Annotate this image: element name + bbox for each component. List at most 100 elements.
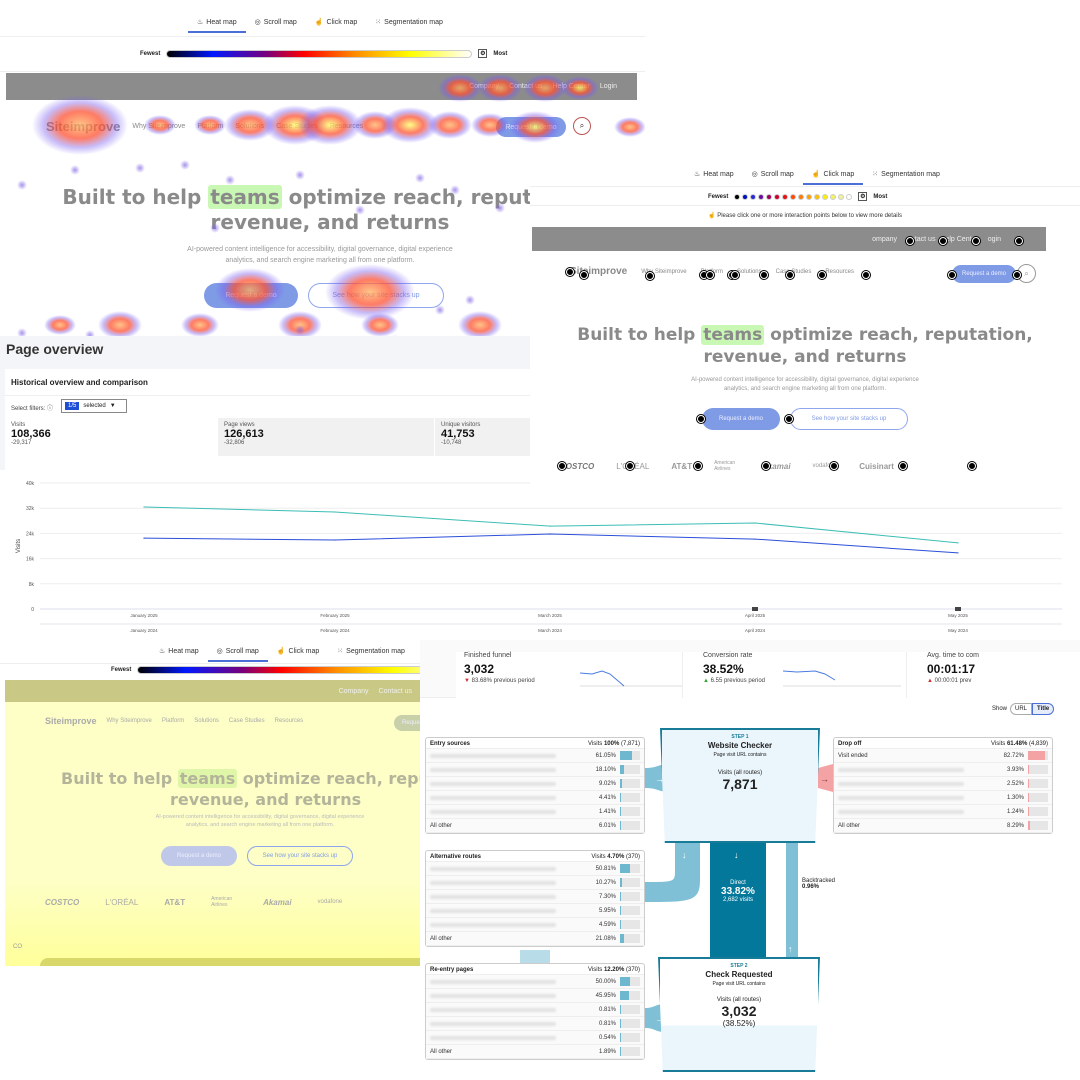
site-logo[interactable]: Siteimprove bbox=[46, 119, 121, 134]
nav-item[interactable]: Solutions bbox=[194, 718, 219, 724]
click-point[interactable] bbox=[626, 462, 634, 470]
topbar-contact[interactable]: Contact us bbox=[509, 83, 543, 90]
list-item[interactable]: All other 8.29% bbox=[834, 819, 1052, 833]
nav-item[interactable]: Platform bbox=[197, 123, 224, 130]
click-point[interactable] bbox=[762, 462, 770, 470]
click-point[interactable] bbox=[694, 462, 702, 470]
list-item[interactable]: 10.27% bbox=[426, 876, 644, 890]
list-item[interactable]: 4.41% bbox=[426, 791, 644, 805]
list-item[interactable]: 0.81% bbox=[426, 1003, 644, 1017]
click-point[interactable] bbox=[697, 415, 705, 423]
list-item[interactable]: 1.30% bbox=[834, 791, 1052, 805]
click-point[interactable] bbox=[646, 272, 654, 280]
click-point[interactable] bbox=[1013, 271, 1021, 279]
list-item[interactable]: 50.81% bbox=[426, 862, 644, 876]
list-item[interactable]: 4.59% bbox=[426, 918, 644, 932]
tab-click-map[interactable]: ☝ Click map bbox=[268, 640, 328, 662]
list-item[interactable]: 0.81% bbox=[426, 1017, 644, 1031]
request-demo-button[interactable]: Request a demo bbox=[204, 283, 298, 308]
nav-request-demo[interactable]: Request a demo bbox=[496, 117, 566, 137]
list-item[interactable]: 5.95% bbox=[426, 904, 644, 918]
gear-icon[interactable]: ⚙ bbox=[478, 49, 488, 58]
nav-item[interactable]: Resources bbox=[329, 123, 364, 130]
nav-request-demo[interactable]: Request a demo bbox=[952, 265, 1016, 283]
tab-scroll-map[interactable]: ◎ Scroll map bbox=[207, 640, 269, 662]
nav-item[interactable]: Case Studies bbox=[276, 123, 318, 130]
topbar-help[interactable]: elp Center bbox=[945, 235, 978, 243]
nav-item[interactable]: Why Siteimprove bbox=[641, 268, 687, 275]
site-logo[interactable]: Siteimprove bbox=[45, 716, 97, 726]
tab-scroll-map[interactable]: ◎ Scroll map bbox=[246, 11, 306, 33]
click-point[interactable] bbox=[968, 462, 976, 470]
click-point[interactable] bbox=[830, 462, 838, 470]
click-point[interactable] bbox=[972, 237, 980, 245]
nav-item[interactable]: Case Studies bbox=[228, 718, 265, 724]
metric-page-views[interactable]: Page views 126,613 -32,806 bbox=[218, 418, 434, 456]
click-point[interactable] bbox=[580, 271, 588, 279]
nav-item[interactable]: Why Siteimprove bbox=[106, 718, 152, 724]
list-item[interactable]: 2.52% bbox=[834, 777, 1052, 791]
click-point[interactable] bbox=[906, 237, 914, 245]
list-item[interactable]: 45.95% bbox=[426, 989, 644, 1003]
see-stacks-button[interactable]: See how your site stacks up bbox=[308, 283, 444, 308]
show-url-option[interactable]: URL bbox=[1010, 703, 1033, 715]
topbar-help[interactable]: Help Center bbox=[552, 83, 590, 90]
topbar-company[interactable]: Company bbox=[338, 687, 369, 695]
list-item[interactable]: 1.24% bbox=[834, 805, 1052, 819]
nav-item[interactable]: Case Studies bbox=[775, 268, 812, 275]
list-item[interactable]: 0.54% bbox=[426, 1031, 644, 1045]
nav-item[interactable]: Resources bbox=[274, 718, 304, 724]
tab-scroll-map[interactable]: ◎ Scroll map bbox=[743, 163, 803, 185]
gear-icon[interactable]: ⚙ bbox=[858, 192, 868, 201]
nav-item[interactable]: Solutions bbox=[235, 123, 265, 130]
tab-click-map[interactable]: ☝ Click map bbox=[306, 11, 366, 33]
click-point[interactable] bbox=[818, 271, 826, 279]
list-item[interactable]: Visit ended 82.72% bbox=[834, 749, 1052, 763]
metric-visits[interactable]: Visits 108,366 -29,317 bbox=[5, 418, 217, 456]
topbar-contact[interactable]: ontact us bbox=[907, 235, 936, 243]
click-point[interactable] bbox=[566, 268, 574, 276]
nav-item[interactable]: Why Siteimprove bbox=[132, 123, 186, 130]
nav-item[interactable]: Solutions bbox=[736, 268, 762, 275]
site-logo[interactable]: Siteimprove bbox=[570, 266, 628, 277]
request-demo-button[interactable]: Request a demo bbox=[161, 846, 237, 866]
topbar-login[interactable]: Login bbox=[599, 83, 617, 90]
list-item[interactable]: All other 6.01% bbox=[426, 819, 644, 833]
tab-heat-map[interactable]: ♨ Heat map bbox=[150, 640, 208, 662]
topbar-company[interactable]: ompany bbox=[872, 235, 898, 243]
nav-item[interactable]: Platform bbox=[161, 718, 185, 724]
request-demo-button[interactable]: Request a demo bbox=[702, 408, 780, 430]
click-point[interactable] bbox=[731, 271, 739, 279]
tab-click-map[interactable]: ☝ Click map bbox=[802, 163, 864, 185]
click-point[interactable] bbox=[785, 415, 793, 423]
topbar-login[interactable]: ogin bbox=[987, 235, 1001, 243]
click-point[interactable] bbox=[862, 271, 870, 279]
click-point[interactable] bbox=[948, 271, 956, 279]
list-item[interactable]: All other 1.89% bbox=[426, 1045, 644, 1059]
tab-segmentation-map[interactable]: ⁙ Segmentation map bbox=[863, 163, 949, 185]
click-point[interactable] bbox=[706, 271, 714, 279]
step-2-box[interactable]: STEP 2 Check Requested Page visit URL co… bbox=[658, 957, 820, 1072]
click-point[interactable] bbox=[939, 237, 947, 245]
list-item[interactable]: 7.30% bbox=[426, 890, 644, 904]
list-item[interactable]: 50.00% bbox=[426, 975, 644, 989]
click-point[interactable] bbox=[558, 462, 566, 470]
list-item[interactable]: 9.02% bbox=[426, 777, 644, 791]
click-point[interactable] bbox=[786, 271, 794, 279]
click-point[interactable] bbox=[760, 271, 768, 279]
list-item[interactable]: 3.93% bbox=[834, 763, 1052, 777]
show-title-option[interactable]: Title bbox=[1032, 703, 1055, 715]
topbar-contact[interactable]: Contact us bbox=[378, 687, 412, 695]
search-icon[interactable]: ⌕ bbox=[573, 117, 591, 135]
see-stacks-button[interactable]: See how your site stacks up bbox=[790, 408, 908, 430]
list-item[interactable]: All other 21.08% bbox=[426, 932, 644, 946]
see-stacks-button[interactable]: See how your site stacks up bbox=[247, 846, 353, 866]
click-point[interactable] bbox=[1015, 237, 1023, 245]
filter-select[interactable]: 1/5 selected ▼ bbox=[61, 399, 127, 413]
topbar-company[interactable]: Company bbox=[469, 83, 500, 90]
tab-heat-map[interactable]: ♨ Heat map bbox=[685, 163, 743, 185]
tab-heat-map[interactable]: ♨ Heat map bbox=[188, 11, 246, 33]
click-point[interactable] bbox=[899, 462, 907, 470]
tab-segmentation-map[interactable]: ⁙ Segmentation map bbox=[328, 640, 414, 662]
nav-item[interactable]: Resources bbox=[825, 268, 855, 275]
